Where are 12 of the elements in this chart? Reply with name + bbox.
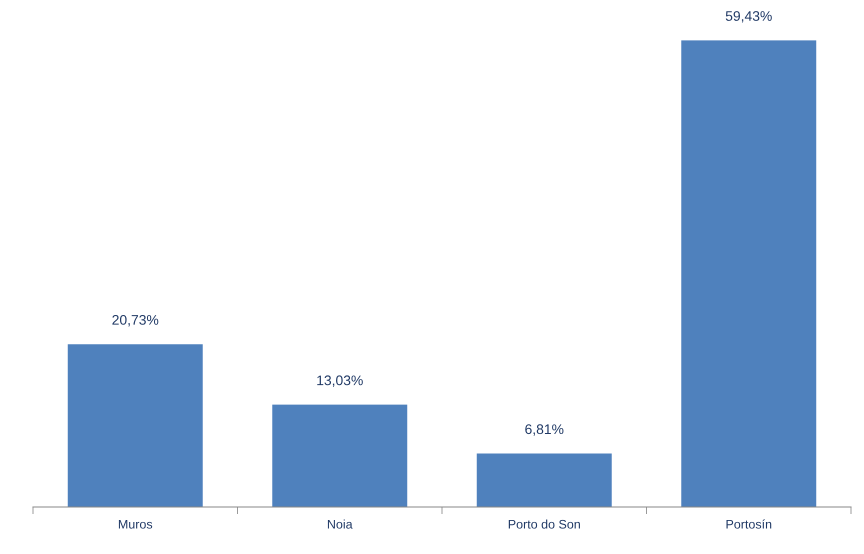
- x-tick-label: Porto do Son: [508, 520, 580, 529]
- data-label: 20,73%: [112, 314, 158, 326]
- data-label: 59,43%: [726, 11, 772, 23]
- bar: [68, 344, 203, 507]
- x-tick-label: Noia: [328, 520, 353, 529]
- bar: [272, 404, 408, 507]
- bar: [681, 40, 816, 507]
- bar: [476, 454, 612, 507]
- data-label: 6,81%: [525, 424, 564, 436]
- x-tick-label: Muros: [118, 520, 152, 529]
- x-tick-label: Portosín: [726, 519, 772, 529]
- data-label: 13,03%: [317, 375, 363, 387]
